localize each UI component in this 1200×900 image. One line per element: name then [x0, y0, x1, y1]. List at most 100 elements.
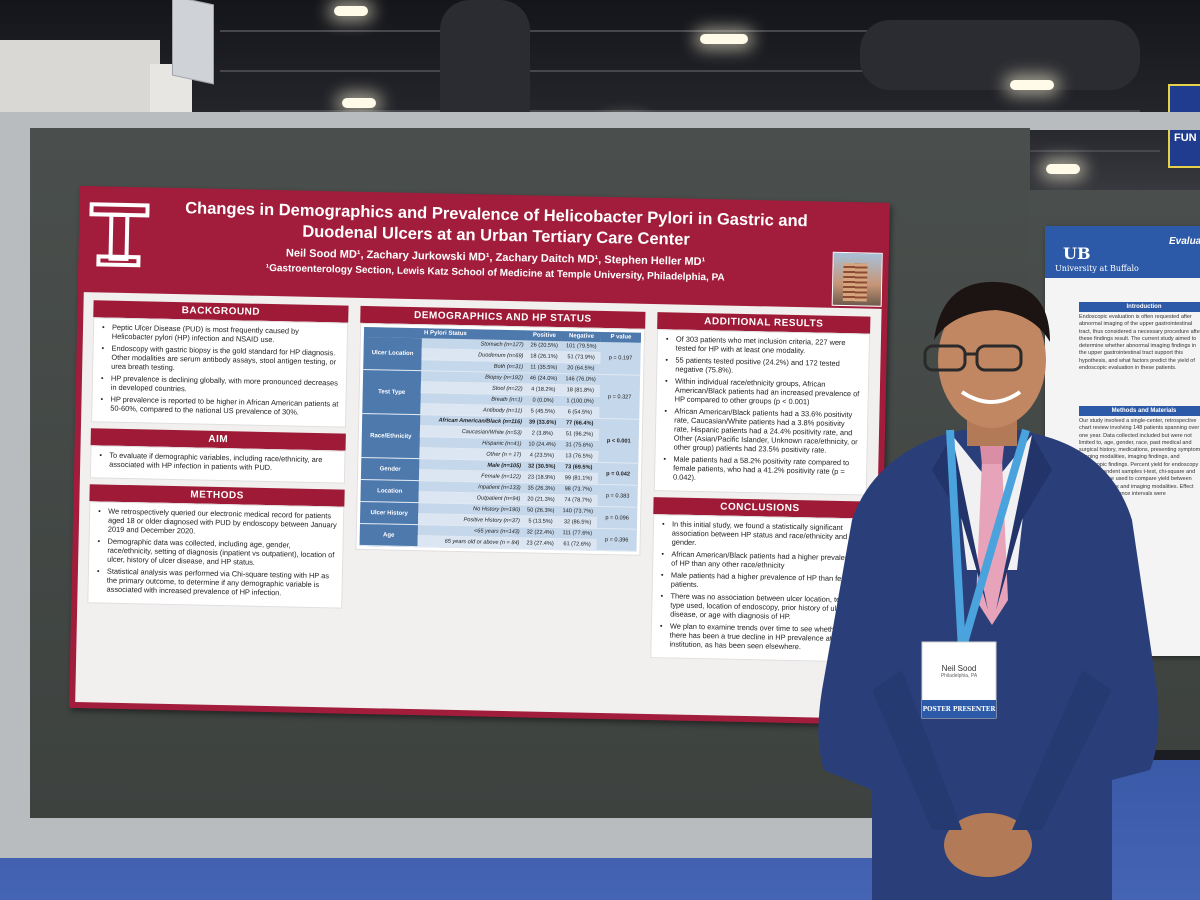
table-cell-negative: 99 (81.1%) — [558, 472, 599, 485]
demographics-section: H Pylori Status Positive Negative P valu… — [355, 322, 646, 556]
table-cell-positive: 46 (24.0%) — [525, 372, 562, 385]
ceiling-light — [700, 34, 748, 44]
table-cell-positive: 26 (20.5%) — [526, 340, 562, 352]
poster-body: BACKGROUND Peptic Ulcer Disease (PUD) is… — [75, 292, 882, 719]
table-cell-positive: 2 (3.8%) — [524, 427, 561, 440]
table-cell-pvalue: p = 0.327 — [599, 374, 641, 420]
list-item: Demographic data was collected, includin… — [95, 536, 337, 568]
list-item: HP prevalence is reported to be higher i… — [98, 394, 339, 417]
methods-list: We retrospectively queried our electroni… — [94, 506, 337, 598]
table-category: Location — [360, 479, 419, 503]
hanging-sign — [172, 0, 214, 85]
table-cell-negative: 140 (73.7%) — [558, 505, 598, 518]
ceiling-light — [1046, 164, 1080, 174]
table-cell-pvalue: p < 0.001 — [598, 418, 640, 464]
list-item: We retrospectively queried our electroni… — [96, 506, 338, 538]
neighbor-intro-text: Endoscopic evaluation is often requested… — [1079, 314, 1200, 372]
aim-list: To evaluate if demographic variables, in… — [97, 450, 338, 473]
poster-column-left: BACKGROUND Peptic Ulcer Disease (PUD) is… — [87, 300, 349, 609]
list-item: To evaluate if demographic variables, in… — [97, 450, 338, 473]
table-cell-positive: 10 (24.4%) — [524, 438, 560, 451]
table-cell-negative: 73 (69.5%) — [559, 461, 599, 474]
research-poster: Changes in Demographics and Prevalence o… — [69, 186, 890, 725]
table-cell-negative: 74 (78.7%) — [558, 494, 598, 507]
methods-section: We retrospectively queried our electroni… — [87, 501, 345, 609]
table-cell-negative: 61 (72.6%) — [557, 538, 597, 551]
badge-name: Neil Sood — [941, 664, 977, 673]
ceiling-light — [1010, 80, 1054, 90]
table-cell-positive: 35 (26.3%) — [523, 482, 559, 495]
poster-column-middle: DEMOGRAPHICS AND HP STATUS H Pylori Stat… — [355, 305, 646, 556]
table-cell-negative: 77 (66.4%) — [560, 417, 600, 430]
table-cell-negative: 31 (75.6%) — [559, 439, 599, 452]
temple-logo-icon — [89, 202, 150, 268]
table-category: Test Type — [362, 369, 422, 415]
table-category: Gender — [360, 457, 420, 481]
neighbor-methods-heading: Methods and Materials — [1079, 406, 1200, 416]
table-cell-negative: 18 (81.8%) — [560, 384, 600, 397]
table-cell-pvalue: p = 0.197 — [600, 341, 641, 376]
table-cell-positive: 23 (27.4%) — [522, 537, 558, 550]
table-cell-negative: 6 (54.5%) — [560, 406, 600, 419]
university-name: University at Buffalo — [1055, 264, 1139, 273]
table-row-label: 65 years old or above (n = 84) — [417, 535, 523, 549]
table-cell-negative: 32 (86.5%) — [557, 516, 598, 529]
banner-text: FUN — [1174, 132, 1197, 144]
badge-city: Philadelphia, PA — [940, 673, 978, 679]
table-category: Ulcer Location — [363, 336, 422, 371]
table-cell-negative: 51 (96.2%) — [559, 428, 600, 441]
truss-beam — [220, 30, 1020, 32]
table-cell-positive: 23 (18.9%) — [523, 471, 560, 484]
name-badge: Neil Sood Philadelphia, PA — [922, 640, 996, 698]
truss-beam — [220, 70, 1120, 72]
table-cell-positive: 5 (13.5%) — [522, 515, 559, 528]
table-cell-positive: 18 (26.1%) — [526, 350, 562, 363]
table-cell-negative: 101 (79.5%) — [561, 341, 601, 353]
air-duct — [860, 20, 1140, 90]
table-cell-negative: 111 (77.6%) — [557, 527, 597, 540]
table-cell-positive: 4 (18.2%) — [525, 383, 561, 396]
list-item: Endoscopy with gastric biopsy is the gol… — [99, 343, 341, 375]
neighbor-methods-text: Our study involved a single-center, retr… — [1079, 418, 1200, 497]
ub-logo: UB — [1063, 244, 1091, 263]
background-section: Peptic Ulcer Disease (PUD) is most frequ… — [91, 317, 349, 428]
aim-section: To evaluate if demographic variables, in… — [89, 445, 346, 484]
neighbor-poster-header: UB University at Buffalo Evalua — [1045, 226, 1200, 278]
neighbor-poster-title: Evalua — [1169, 236, 1200, 247]
ceiling-light — [342, 98, 376, 108]
ceiling-light — [334, 6, 368, 16]
table-cell-negative: 98 (73.7%) — [558, 483, 598, 496]
table-cell-negative: 1 (100.0%) — [560, 395, 600, 408]
table-cell-positive: 5 (45.5%) — [525, 405, 561, 418]
background-list: Peptic Ulcer Disease (PUD) is most frequ… — [98, 322, 341, 417]
table-cell-negative: 20 (64.5%) — [561, 362, 601, 375]
list-item: Peptic Ulcer Disease (PUD) is most frequ… — [100, 322, 341, 345]
table-cell-positive: 20 (21.3%) — [523, 493, 559, 506]
panel-frame-top — [0, 112, 1200, 130]
table-cell-positive: 39 (33.6%) — [524, 416, 561, 429]
list-item: HP prevalence is declining globally, wit… — [99, 373, 340, 396]
panel-frame-bottom — [0, 818, 1040, 858]
panel-frame-left — [0, 112, 30, 852]
presenter-person — [818, 281, 1159, 900]
table-cell-positive: 32 (22.4%) — [522, 526, 558, 539]
demographics-table: H Pylori Status Positive Negative P valu… — [359, 326, 642, 552]
table-cell-pvalue: p = 0.383 — [597, 484, 638, 508]
table-cell-positive: 11 (35.5%) — [526, 361, 562, 374]
table-category: Race/Ethnicity — [361, 413, 421, 459]
table-cell-positive: 0 (0.0%) — [525, 394, 561, 407]
demographics-table-body: Ulcer Location Stomach (n=127) 26 (20.5%) 1… — [359, 336, 641, 552]
list-item: Statistical analysis was performed via C… — [94, 566, 336, 598]
neighbor-intro-heading: Introduction — [1079, 302, 1200, 312]
badge-ribbon: POSTER PRESENTER — [922, 706, 996, 713]
table-cell-positive: 32 (30.5%) — [523, 460, 560, 473]
table-cell-pvalue: p = 0.396 — [596, 528, 637, 552]
table-cell-negative: 146 (76.0%) — [560, 373, 601, 386]
table-cell-pvalue: p = 0.096 — [596, 506, 638, 530]
table-cell-positive: 4 (23.5%) — [524, 449, 560, 462]
truss-beam — [240, 110, 1140, 112]
table-cell-negative: 13 (76.5%) — [559, 450, 599, 463]
table-cell-positive: 50 (26.3%) — [523, 504, 559, 517]
table-cell-negative: 51 (73.9%) — [561, 351, 601, 364]
poster-header: Changes in Demographics and Prevalence o… — [77, 186, 890, 307]
